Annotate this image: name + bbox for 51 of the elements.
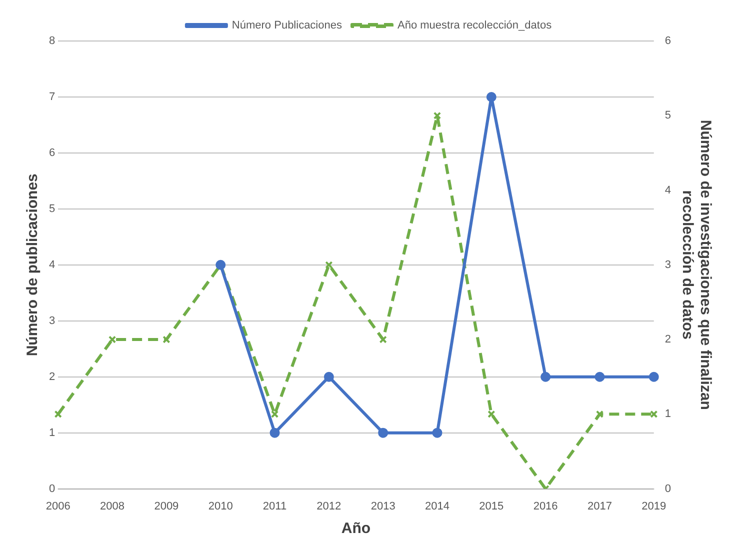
x-tick-label: 2009: [154, 500, 179, 512]
y-tick-label: 0: [48, 482, 56, 495]
y-axis-title: Número de publicaciones: [24, 174, 42, 356]
y-tick-label: 6: [48, 146, 56, 159]
x-tick-label: 2010: [208, 500, 233, 512]
x-tick-label: 2017: [587, 500, 612, 512]
point: [650, 410, 658, 418]
y-tick-label: 5: [48, 202, 56, 215]
y-tick-label: 1: [48, 426, 56, 439]
y2-tick-label: 0: [664, 482, 672, 495]
legend-label: Número Publicaciones: [232, 20, 342, 32]
x-tick-label: 2011: [262, 500, 287, 512]
y2-tick-label: 2: [664, 334, 672, 346]
point: [379, 336, 387, 344]
point: [270, 410, 279, 418]
y2-tick-label: 5: [664, 110, 672, 122]
y2-axis-title: Número de investigaciones que finalizan recolección de datos: [678, 120, 714, 410]
point: [324, 372, 334, 382]
y2-tick-label: 1: [664, 408, 672, 420]
point: [488, 410, 496, 418]
x-tick-label: 2016: [533, 500, 558, 512]
x-tick-label: 2014: [425, 500, 450, 512]
x-tick-label: 2015: [479, 500, 504, 512]
y-tick-label: 8: [48, 35, 56, 48]
point: [378, 428, 388, 438]
y-tick-label: 2: [48, 370, 56, 383]
point: [432, 428, 442, 438]
y2-tick-label: 4: [664, 184, 672, 196]
y2-tick-label: 3: [664, 258, 672, 271]
point: [596, 410, 604, 418]
point: [486, 92, 496, 102]
x-axis-title: Año: [341, 520, 371, 538]
point: [54, 410, 62, 418]
y-tick-label: 4: [48, 258, 56, 271]
x-tick-label: 2006: [46, 500, 70, 512]
point: [108, 336, 116, 344]
y-tick-label: 3: [48, 314, 56, 327]
x-tick-label: 2013: [370, 500, 396, 512]
x-tick-label: 2019: [642, 500, 666, 512]
point: [162, 336, 170, 344]
y-tick-label: 7: [48, 91, 56, 104]
point: [540, 372, 551, 382]
point: [270, 428, 280, 438]
point: [325, 261, 333, 269]
legend-label: Año muestra recolección_datos: [397, 20, 552, 32]
point: [648, 372, 659, 382]
point: [433, 112, 442, 120]
x-tick-label: 2012: [316, 500, 342, 512]
point: [594, 372, 605, 382]
x-tick-label: 2008: [100, 500, 125, 512]
y2-tick-label: 6: [664, 35, 672, 48]
